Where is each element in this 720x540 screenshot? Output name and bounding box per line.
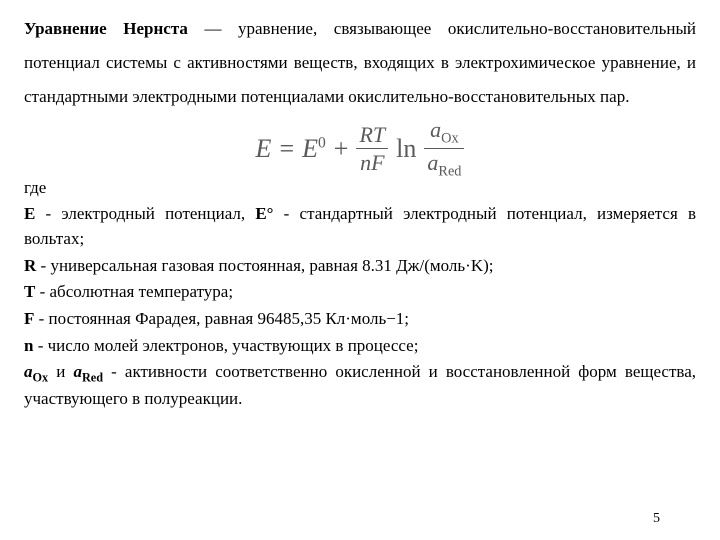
eq-a-ox-sub: Ox — [441, 130, 458, 146]
fraction-bar — [424, 148, 464, 149]
text-F: - постоянная Фарадея, равная 96485,35 Кл… — [34, 309, 409, 328]
eq-a-red-sub: Red — [438, 164, 461, 180]
eq-R: R — [359, 122, 372, 147]
nernst-equation: E = E0 + RT nF ln aOx aRed — [256, 118, 465, 180]
def-T: T - абсолютная температура; — [24, 280, 696, 305]
eq-eqsign: = — [279, 129, 294, 169]
eq-frac2-den: aRed — [424, 151, 464, 179]
eq-frac1-den: nF — [357, 151, 387, 174]
intro-title: Уравнение Нернста — [24, 19, 188, 38]
eq-E0-base: E — [302, 134, 318, 163]
text-and: и — [48, 362, 73, 381]
definitions-block: где E - электродный потенциал, E° - стан… — [24, 176, 696, 412]
def-E: E - электродный потенциал, E° - стандарт… — [24, 202, 696, 251]
eq-frac2-num: aOx — [427, 118, 461, 146]
eq-F: F — [371, 150, 384, 175]
eq-plus: + — [334, 129, 349, 169]
sym-E: E — [24, 204, 35, 223]
text-n: - число молей электронов, участвующих в … — [33, 336, 418, 355]
sym-F: F — [24, 309, 34, 328]
fraction-bar — [356, 148, 388, 149]
eq-frac1-num: RT — [356, 123, 388, 146]
sym-R: R — [24, 256, 36, 275]
equation-block: E = E0 + RT nF ln aOx aRed — [24, 118, 696, 180]
eq-T: T — [373, 122, 385, 147]
text-T: - абсолютная температура; — [35, 282, 233, 301]
eq-E0: E0 — [302, 129, 326, 169]
text-R: - универсальная газовая постоянная, равн… — [36, 256, 493, 275]
eq-frac-aOx-aRed: aOx aRed — [424, 118, 464, 180]
intro-paragraph: Уравнение Нернста — уравнение, связывающ… — [24, 12, 696, 114]
eq-E: E — [256, 129, 272, 169]
sym-a-ox-a: a — [24, 362, 33, 381]
sym-a-red-a: a — [73, 362, 82, 381]
def-n: n - число молей электронов, участвующих … — [24, 334, 696, 359]
sym-a-ox: aOx — [24, 362, 48, 381]
sym-T: T — [24, 282, 35, 301]
eq-a-red: a — [427, 150, 438, 175]
sym-a-red: aRed — [73, 362, 103, 381]
def-a: aOx и aRed - активности соответственно о… — [24, 360, 696, 412]
eq-E0-sup: 0 — [318, 134, 326, 151]
eq-frac-RT-nF: RT nF — [356, 123, 388, 174]
page-number: 5 — [653, 508, 660, 530]
eq-n: n — [360, 150, 371, 175]
sym-a-ox-sub: Ox — [33, 371, 49, 385]
def-F: F - постоянная Фарадея, равная 96485,35 … — [24, 307, 696, 332]
text-E: - электродный потенциал, — [35, 204, 255, 223]
eq-a-ox: a — [430, 117, 441, 142]
def-R: R - универсальная газовая постоянная, ра… — [24, 254, 696, 279]
eq-ln: ln — [396, 129, 416, 169]
text-a: - активности соответственно окисленной и… — [24, 362, 696, 408]
sym-a-red-sub: Red — [82, 371, 103, 385]
sym-E0: E° — [255, 204, 273, 223]
